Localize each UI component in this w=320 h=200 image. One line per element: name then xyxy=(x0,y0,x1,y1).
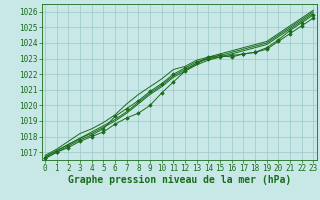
X-axis label: Graphe pression niveau de la mer (hPa): Graphe pression niveau de la mer (hPa) xyxy=(68,175,291,185)
